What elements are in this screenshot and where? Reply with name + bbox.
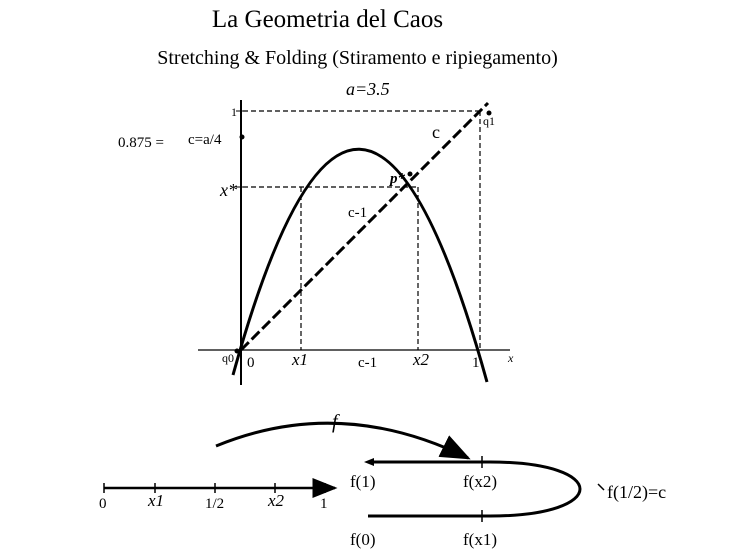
line-tick-1: 1 bbox=[320, 496, 328, 512]
label-c-minus-1: c-1 bbox=[348, 205, 367, 221]
label-q1: q1 bbox=[483, 114, 495, 128]
x-tick-cminus1: c-1 bbox=[358, 355, 377, 371]
y-label-c: c=a/4 bbox=[188, 132, 222, 148]
parabola-curve bbox=[231, 147, 489, 383]
y-tick-one: 1 bbox=[231, 105, 237, 119]
label-c: c bbox=[432, 122, 440, 142]
page-title: La Geometria del Caos bbox=[211, 6, 444, 33]
fold-curve bbox=[489, 460, 582, 518]
param-label: a=3.5 bbox=[346, 79, 390, 99]
fold-label-f1: f(1) bbox=[350, 472, 375, 491]
x-tick-x2: x2 bbox=[412, 350, 430, 369]
line-tick-half: 1/2 bbox=[205, 496, 224, 512]
line-tick-0: 0 bbox=[99, 496, 107, 512]
point-p bbox=[407, 171, 413, 177]
point-q1 bbox=[486, 110, 492, 116]
x-tick-x1: x1 bbox=[291, 350, 308, 369]
x-axis-label: x bbox=[507, 351, 514, 365]
fold-label-fhalf: f(1/2)=c bbox=[607, 482, 666, 503]
label-p: p* bbox=[388, 171, 406, 187]
page-subtitle: Stretching & Folding (Stiramento e ripie… bbox=[157, 47, 558, 69]
fold-label-fx1: f(x1) bbox=[463, 530, 497, 549]
line-tick-x2: x2 bbox=[267, 491, 285, 510]
fold-label-fx2: f(x2) bbox=[463, 472, 497, 491]
x-tick-1: 1 bbox=[472, 355, 480, 371]
y-value-prefix: 0.875 = bbox=[118, 135, 164, 151]
diagonal-line bbox=[239, 101, 490, 352]
fold-label-f0: f(0) bbox=[350, 530, 375, 549]
line-tick-x1: x1 bbox=[147, 491, 164, 510]
point-c-axis bbox=[239, 134, 245, 140]
x-tick-0: 0 bbox=[247, 355, 255, 371]
label-q0: q0 bbox=[222, 351, 234, 365]
fold-arrowhead bbox=[364, 458, 374, 466]
point-q0 bbox=[234, 348, 240, 354]
y-label-xstar: x* bbox=[219, 180, 237, 200]
map-label: f bbox=[332, 411, 340, 433]
map-arrow bbox=[215, 421, 471, 460]
